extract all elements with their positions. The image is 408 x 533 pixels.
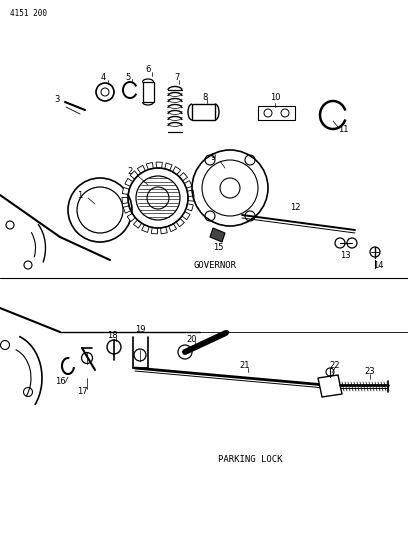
- Polygon shape: [142, 225, 149, 232]
- Text: 2: 2: [127, 167, 133, 176]
- Polygon shape: [173, 166, 181, 175]
- Polygon shape: [161, 227, 167, 234]
- Text: 23: 23: [365, 367, 375, 376]
- Text: 3: 3: [54, 95, 60, 104]
- Text: PARKING LOCK: PARKING LOCK: [218, 456, 282, 464]
- Polygon shape: [127, 213, 135, 222]
- Polygon shape: [210, 228, 225, 242]
- Polygon shape: [176, 219, 184, 227]
- Text: 13: 13: [340, 252, 350, 261]
- Text: 18: 18: [106, 330, 118, 340]
- Polygon shape: [151, 228, 157, 234]
- Polygon shape: [179, 173, 188, 181]
- Text: 12: 12: [290, 203, 300, 212]
- Text: GOVERNOR: GOVERNOR: [193, 261, 237, 270]
- Text: 21: 21: [240, 360, 250, 369]
- Text: 10: 10: [270, 93, 280, 102]
- Polygon shape: [122, 188, 129, 195]
- Text: 4151 200: 4151 200: [10, 9, 47, 18]
- Polygon shape: [188, 195, 194, 201]
- Text: 16: 16: [55, 377, 65, 386]
- Text: 22: 22: [330, 360, 340, 369]
- Polygon shape: [258, 106, 295, 120]
- Text: 11: 11: [338, 125, 348, 134]
- Polygon shape: [125, 179, 133, 186]
- Polygon shape: [123, 206, 131, 213]
- Text: 7: 7: [174, 74, 180, 83]
- Polygon shape: [182, 212, 190, 220]
- Polygon shape: [192, 104, 215, 120]
- Polygon shape: [122, 197, 129, 204]
- Polygon shape: [169, 224, 177, 232]
- Polygon shape: [133, 220, 142, 228]
- Text: 5: 5: [125, 72, 131, 82]
- Polygon shape: [165, 163, 172, 171]
- Text: 17: 17: [77, 387, 87, 397]
- Polygon shape: [318, 375, 342, 397]
- Polygon shape: [186, 204, 193, 211]
- Polygon shape: [137, 165, 145, 173]
- Polygon shape: [184, 181, 192, 188]
- Circle shape: [335, 238, 345, 248]
- Polygon shape: [130, 171, 138, 179]
- Text: 4: 4: [100, 74, 106, 83]
- Text: 14: 14: [373, 261, 383, 270]
- Polygon shape: [143, 82, 154, 102]
- Text: 19: 19: [135, 326, 145, 335]
- Text: 1: 1: [78, 190, 83, 199]
- Text: 15: 15: [213, 244, 223, 253]
- Text: 8: 8: [202, 93, 208, 101]
- Polygon shape: [187, 190, 194, 197]
- Polygon shape: [156, 162, 162, 168]
- Polygon shape: [146, 163, 153, 169]
- Text: 6: 6: [145, 66, 151, 75]
- Text: 20: 20: [187, 335, 197, 343]
- Circle shape: [347, 238, 357, 248]
- Text: 9: 9: [211, 154, 215, 163]
